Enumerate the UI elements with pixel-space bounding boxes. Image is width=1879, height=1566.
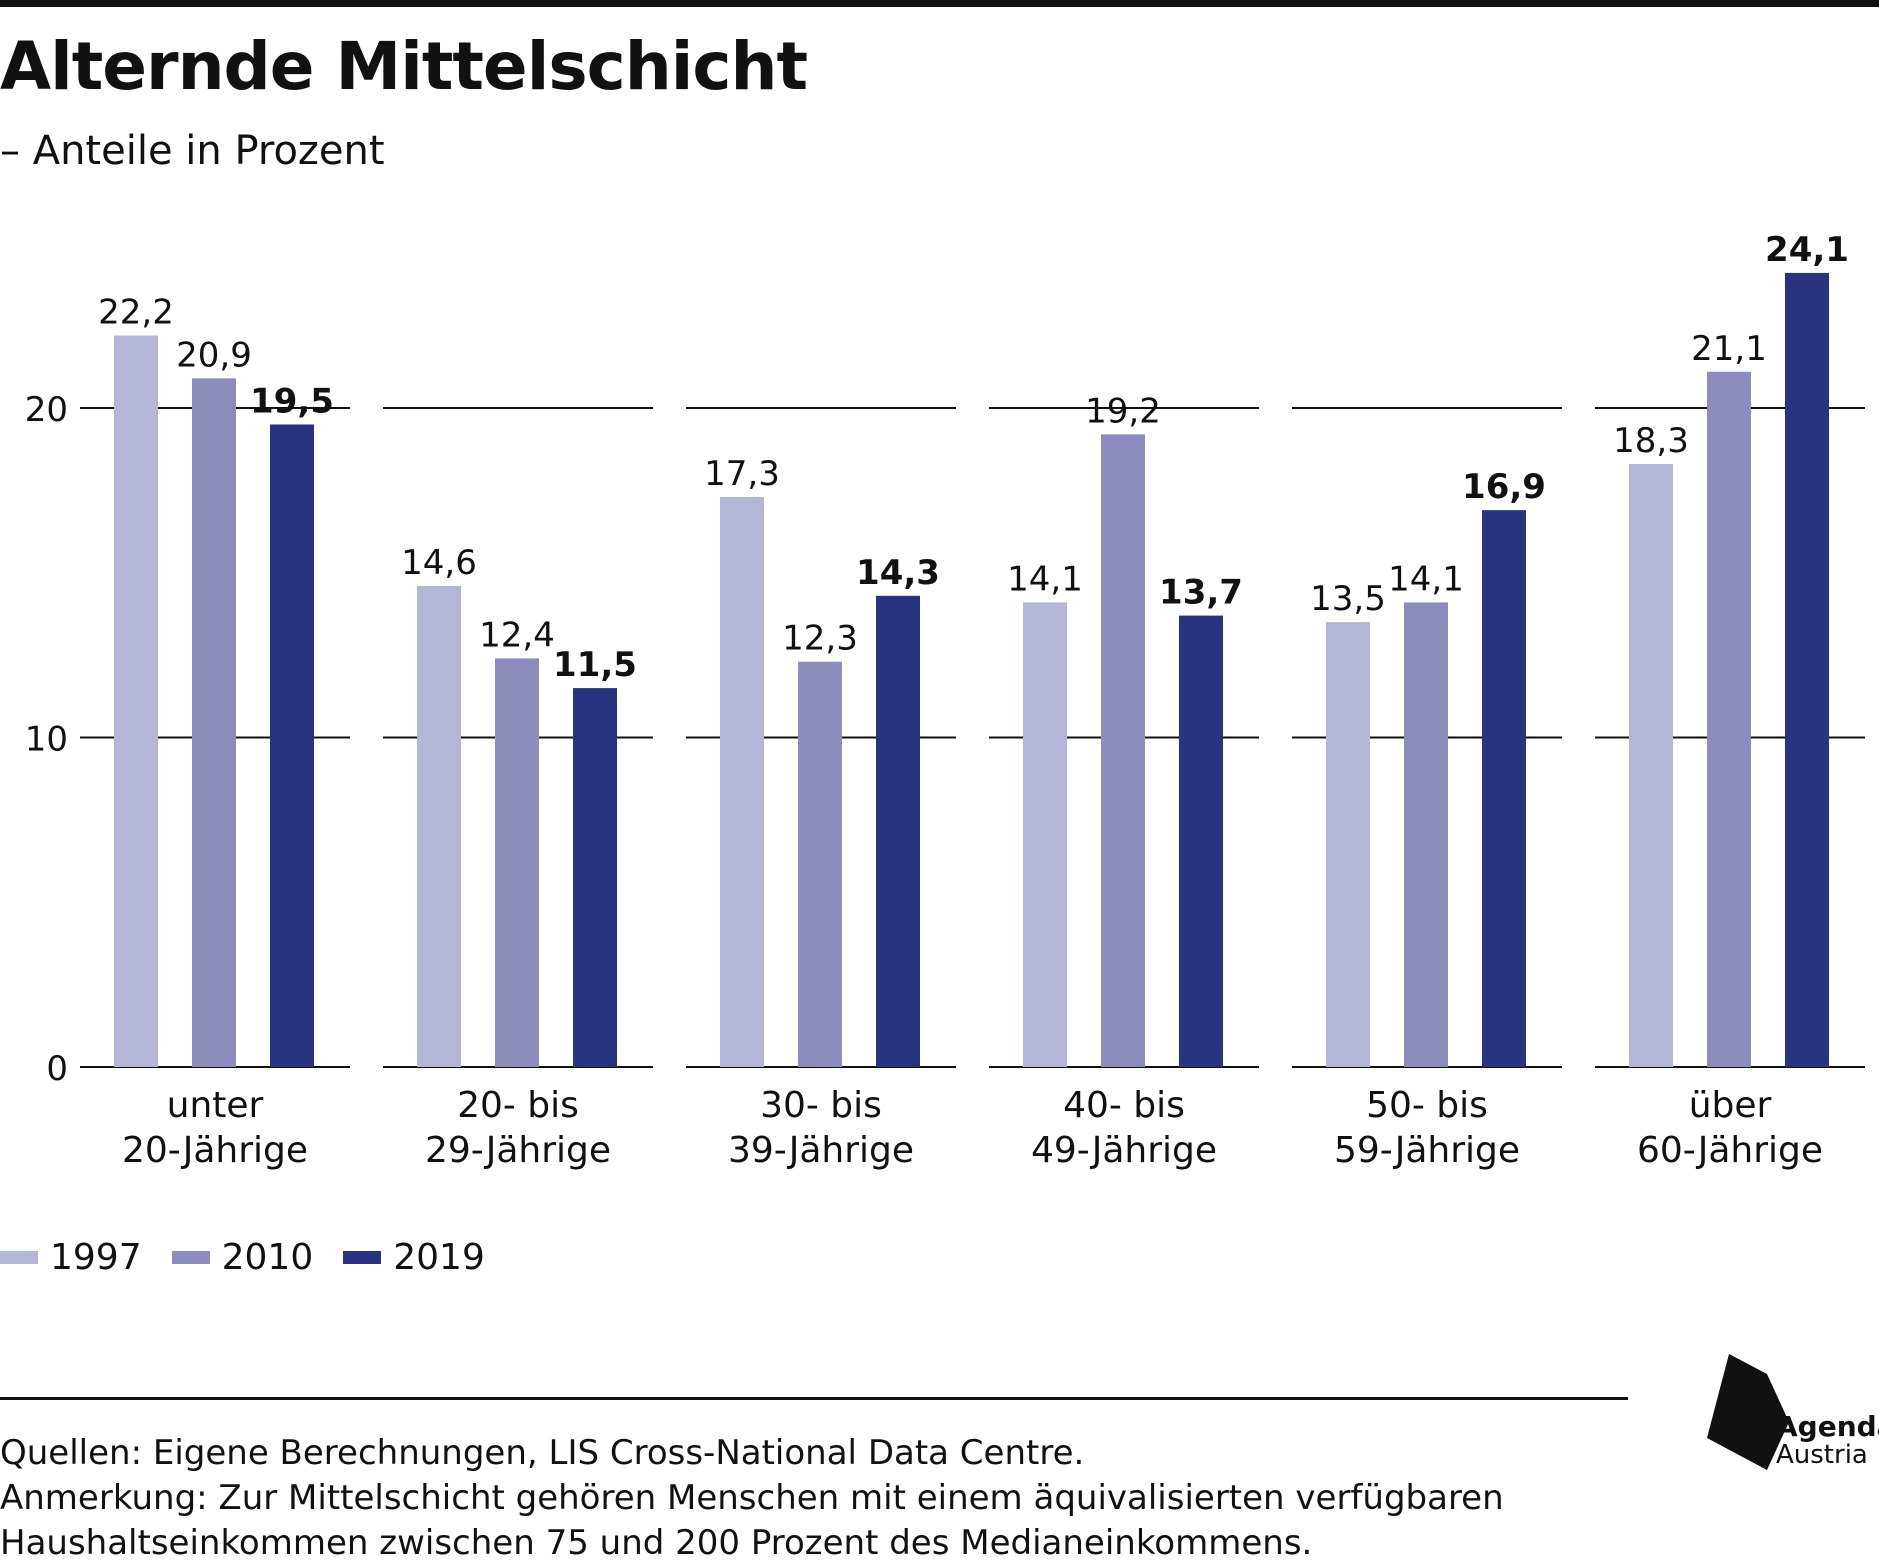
bar-2010-group-1	[192, 378, 236, 1068]
value-label-2019-group-4: 13,7	[1159, 573, 1243, 613]
value-label-2010-group-5: 14,1	[1388, 559, 1464, 599]
value-label-2010-group-6: 21,1	[1691, 329, 1767, 369]
value-label-1997-group-2: 14,6	[401, 543, 477, 583]
value-label-2010-group-2: 12,4	[479, 615, 555, 655]
category-label-group-3-line-2: 39-Jährige	[728, 1130, 914, 1171]
legend-item-2010: 2010	[171, 1237, 314, 1278]
footer-rule	[0, 1397, 1628, 1400]
top-rule	[0, 0, 1879, 7]
bar-1997-group-5	[1326, 622, 1370, 1067]
bar-2019-group-1	[270, 424, 314, 1068]
logo-text-austria: Austria	[1776, 1440, 1868, 1470]
legend-swatch-2019	[343, 1251, 382, 1264]
bar-1997-group-3	[720, 496, 764, 1068]
legend-item-1997: 1997	[0, 1237, 142, 1278]
agenda-austria-logo: Agenda Austria	[1705, 1352, 1879, 1470]
value-label-1997-group-5: 13,5	[1310, 579, 1386, 619]
legend: 1997 2010 2019	[0, 1237, 515, 1278]
value-label-2010-group-3: 12,3	[782, 619, 858, 659]
y-tick-label-10: 10	[25, 720, 68, 760]
category-label-group-1-line-1: unter	[167, 1085, 264, 1126]
legend-label-2019: 2019	[393, 1237, 485, 1278]
value-label-2019-group-6: 24,1	[1765, 230, 1849, 270]
category-label-group-3-line-1: 30- bis	[760, 1085, 882, 1126]
category-label-group-2-line-2: 29-Jährige	[425, 1130, 611, 1171]
value-label-1997-group-4: 14,1	[1007, 559, 1083, 599]
bar-2019-group-4	[1179, 615, 1223, 1067]
category-label-group-5-line-1: 50- bis	[1366, 1085, 1488, 1126]
logo-mark-icon	[1707, 1354, 1789, 1470]
chart-subtitle: – Anteile in Prozent	[0, 128, 385, 174]
value-label-2019-group-1: 19,5	[250, 381, 334, 421]
bar-2019-group-2	[573, 688, 617, 1067]
value-label-1997-group-3: 17,3	[704, 454, 780, 494]
remark-note-line-2: Haushaltseinkommen zwischen 75 und 200 P…	[0, 1523, 1313, 1563]
legend-item-2019: 2019	[343, 1237, 485, 1278]
bar-2010-group-4	[1101, 434, 1145, 1067]
bar-1997-group-1	[114, 335, 158, 1067]
category-label-group-4-line-1: 40- bis	[1063, 1085, 1185, 1126]
bar-1997-group-2	[417, 585, 461, 1067]
chart-title: Alternde Mittelschicht	[0, 28, 808, 105]
bar-2010-group-6	[1707, 371, 1751, 1067]
category-label-group-6-line-2: 60-Jährige	[1637, 1130, 1823, 1171]
legend-label-2010: 2010	[221, 1237, 314, 1278]
footnotes: Quellen: Eigene Berechnungen, LIS Cross-…	[0, 1431, 1504, 1566]
value-label-2019-group-2: 11,5	[553, 645, 637, 685]
category-label-group-1-line-2: 20-Jährige	[122, 1130, 308, 1171]
y-tick-label-20: 20	[25, 390, 68, 430]
legend-label-1997: 1997	[50, 1237, 142, 1278]
sources-note: Quellen: Eigene Berechnungen, LIS Cross-…	[0, 1433, 1085, 1473]
value-label-1997-group-1: 22,2	[98, 293, 174, 333]
logo-text-agenda: Agenda	[1776, 1410, 1879, 1443]
bar-2019-group-6	[1785, 272, 1829, 1067]
bar-1997-group-6	[1629, 464, 1673, 1067]
bar-1997-group-4	[1023, 602, 1067, 1067]
value-label-2010-group-1: 20,9	[176, 335, 252, 375]
bar-2010-group-2	[495, 658, 539, 1067]
category-label-group-4-line-2: 49-Jährige	[1031, 1130, 1217, 1171]
bar-2010-group-3	[798, 661, 842, 1067]
bar-2019-group-5	[1482, 510, 1526, 1067]
value-label-2010-group-4: 19,2	[1085, 391, 1161, 431]
category-label-group-5-line-2: 59-Jährige	[1334, 1130, 1520, 1171]
y-tick-label-0: 0	[46, 1049, 68, 1089]
bar-2010-group-5	[1404, 602, 1448, 1067]
category-label-group-6-line-1: über	[1689, 1085, 1772, 1126]
bar-2019-group-3	[876, 595, 920, 1067]
category-label-group-2-line-1: 20- bis	[457, 1085, 579, 1126]
value-label-2019-group-3: 14,3	[856, 553, 940, 593]
remark-note-line-1: Anmerkung: Zur Mittelschicht gehören Men…	[0, 1478, 1504, 1518]
value-label-1997-group-6: 18,3	[1613, 421, 1689, 461]
value-label-2019-group-5: 16,9	[1462, 467, 1546, 507]
legend-swatch-1997	[0, 1251, 38, 1264]
legend-swatch-2010	[171, 1251, 210, 1264]
